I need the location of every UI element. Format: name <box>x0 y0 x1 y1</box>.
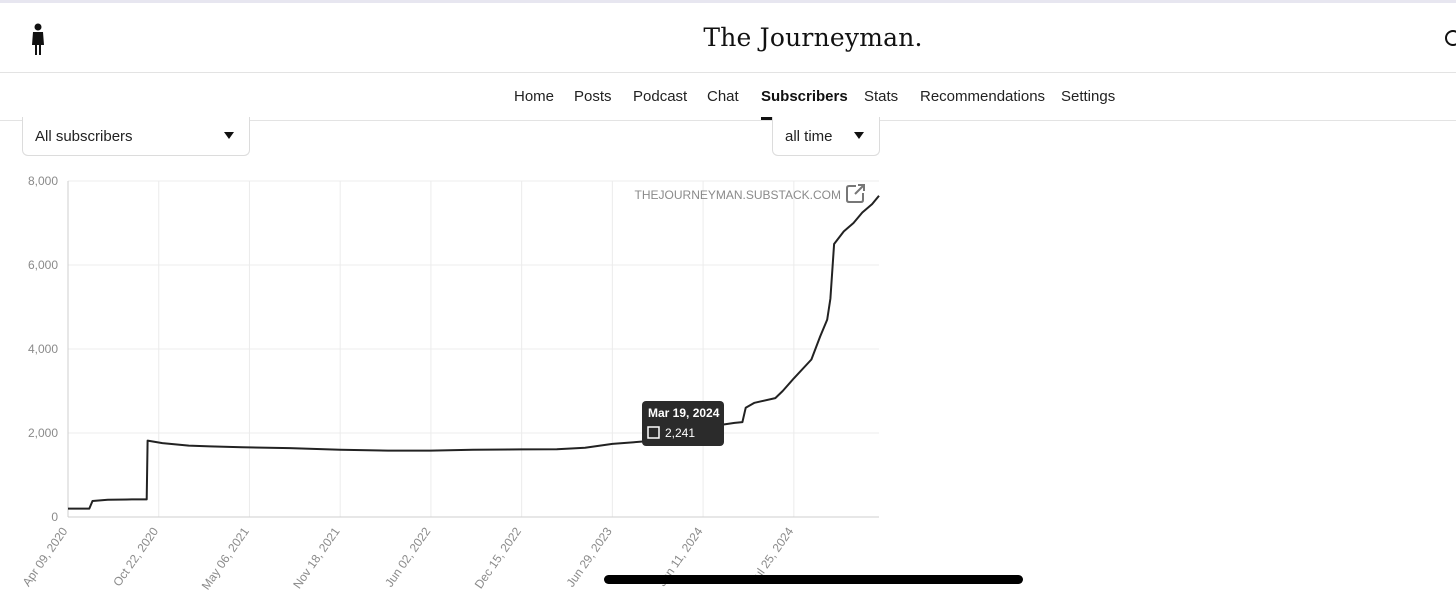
site-title[interactable]: The Journeyman. <box>703 23 923 52</box>
x-tick-label: Dec 15, 2022 <box>472 524 525 591</box>
nav-item-subscribers[interactable]: Subscribers <box>761 88 848 105</box>
caret-down-icon <box>224 132 234 139</box>
nav-item-recommendations[interactable]: Recommendations <box>920 88 1046 105</box>
chart-watermark[interactable]: THEJOURNEYMAN.SUBSTACK.COM <box>635 188 841 202</box>
subscriber-line <box>68 195 880 510</box>
nav-item-home[interactable]: Home <box>514 88 555 105</box>
audience-select-value: All subscribers <box>35 128 133 145</box>
y-tick-label: 6,000 <box>28 258 58 272</box>
x-tick-label: Nov 18, 2021 <box>290 524 343 591</box>
nav-item-stats[interactable]: Stats <box>864 88 899 105</box>
chart-tooltip: Mar 19, 2024 2,241 <box>642 401 724 446</box>
nav-item-podcast[interactable]: Podcast <box>633 88 688 105</box>
nav-item-settings[interactable]: Settings <box>1061 88 1116 105</box>
range-select-value: all time <box>785 128 833 145</box>
person-silhouette-icon[interactable] <box>28 23 48 55</box>
nav-item-posts[interactable]: Posts <box>574 88 612 105</box>
top-strip <box>0 0 1456 3</box>
tooltip-box <box>642 401 724 446</box>
chart-series <box>68 195 880 510</box>
chart-axes: 0 2,000 4,000 6,000 8,000 Apr 09, 2020 Oct 22,… <box>20 174 879 592</box>
caret-down-icon <box>854 132 864 139</box>
tooltip-date: Mar 19, 2024 <box>648 406 720 420</box>
nav-item-chat[interactable]: Chat <box>707 88 739 105</box>
y-tick-label: 0 <box>51 510 58 524</box>
site-header: The Journeyman. <box>0 3 1456 73</box>
x-tick-label: Jun 02, 2022 <box>382 524 433 589</box>
search-icon[interactable] <box>1444 29 1456 51</box>
audience-select[interactable]: All subscribers <box>22 117 250 156</box>
y-tick-label: 4,000 <box>28 342 58 356</box>
home-indicator <box>604 575 1023 584</box>
range-select[interactable]: all time <box>772 117 880 156</box>
y-tick-label: 2,000 <box>28 426 58 440</box>
tooltip-value: 2,241 <box>665 426 695 440</box>
tooltip-swatch <box>647 426 660 439</box>
x-tick-label: May 06, 2021 <box>199 524 252 592</box>
subscribers-chart[interactable]: 0 2,000 4,000 6,000 8,000 Apr 09, 2020 Oct 22,… <box>0 160 900 598</box>
y-tick-label: 8,000 <box>28 174 58 188</box>
chart-grid <box>67 180 879 518</box>
dashboard-nav: Home Posts Podcast Chat Subscribers Stat… <box>0 73 1456 121</box>
x-tick-label: Apr 09, 2020 <box>20 524 71 589</box>
external-link-icon[interactable] <box>846 184 865 203</box>
x-tick-label: Oct 22, 2020 <box>110 524 161 589</box>
